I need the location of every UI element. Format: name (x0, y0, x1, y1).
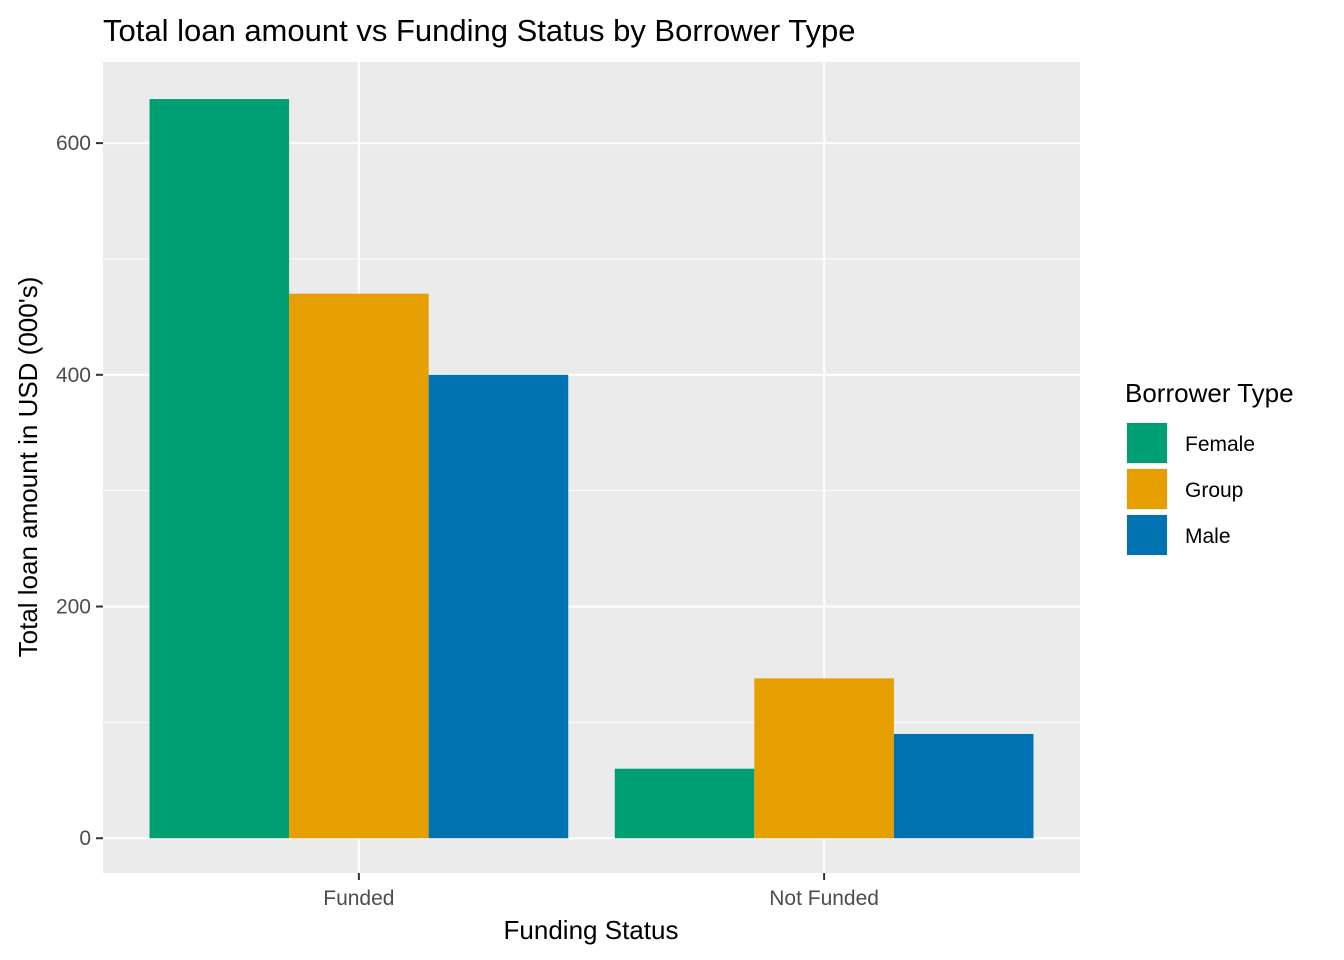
y-tick-label: 200 (56, 596, 91, 619)
legend-items: Female Group Male (1126, 422, 1255, 556)
legend-label-female: Female (1185, 433, 1255, 456)
bars-group (149, 99, 1034, 839)
legend-swatch-group (1127, 469, 1167, 509)
x-tick-label: Not Funded (769, 887, 879, 910)
x-axis: Funded Not Funded (323, 873, 879, 910)
chart-title: Total loan amount vs Funding Status by B… (103, 13, 855, 48)
x-axis-title: Funding Status (504, 915, 679, 945)
y-tick-label: 400 (56, 364, 91, 387)
legend-title: Borrower Type (1125, 378, 1294, 408)
y-tick-label: 600 (56, 132, 91, 155)
legend-swatch-male (1127, 515, 1167, 555)
legend-label-group: Group (1185, 479, 1243, 502)
y-axis-title: Total loan amount in USD (000's) (13, 277, 43, 658)
bar-female-funded (149, 99, 290, 839)
legend-label-male: Male (1185, 525, 1231, 548)
bar-male-not-funded (893, 733, 1034, 839)
legend: Borrower Type Female Group Male (1125, 378, 1294, 556)
bar-male-funded (428, 374, 569, 839)
bar-female-not-funded (614, 768, 755, 839)
y-tick-label: 0 (79, 827, 91, 850)
legend-swatch-female (1127, 423, 1167, 463)
bar-group-funded (289, 293, 429, 839)
y-axis: 0 200 400 600 (56, 132, 103, 850)
x-tick-label: Funded (323, 887, 394, 910)
bar-group-not-funded (754, 678, 894, 839)
